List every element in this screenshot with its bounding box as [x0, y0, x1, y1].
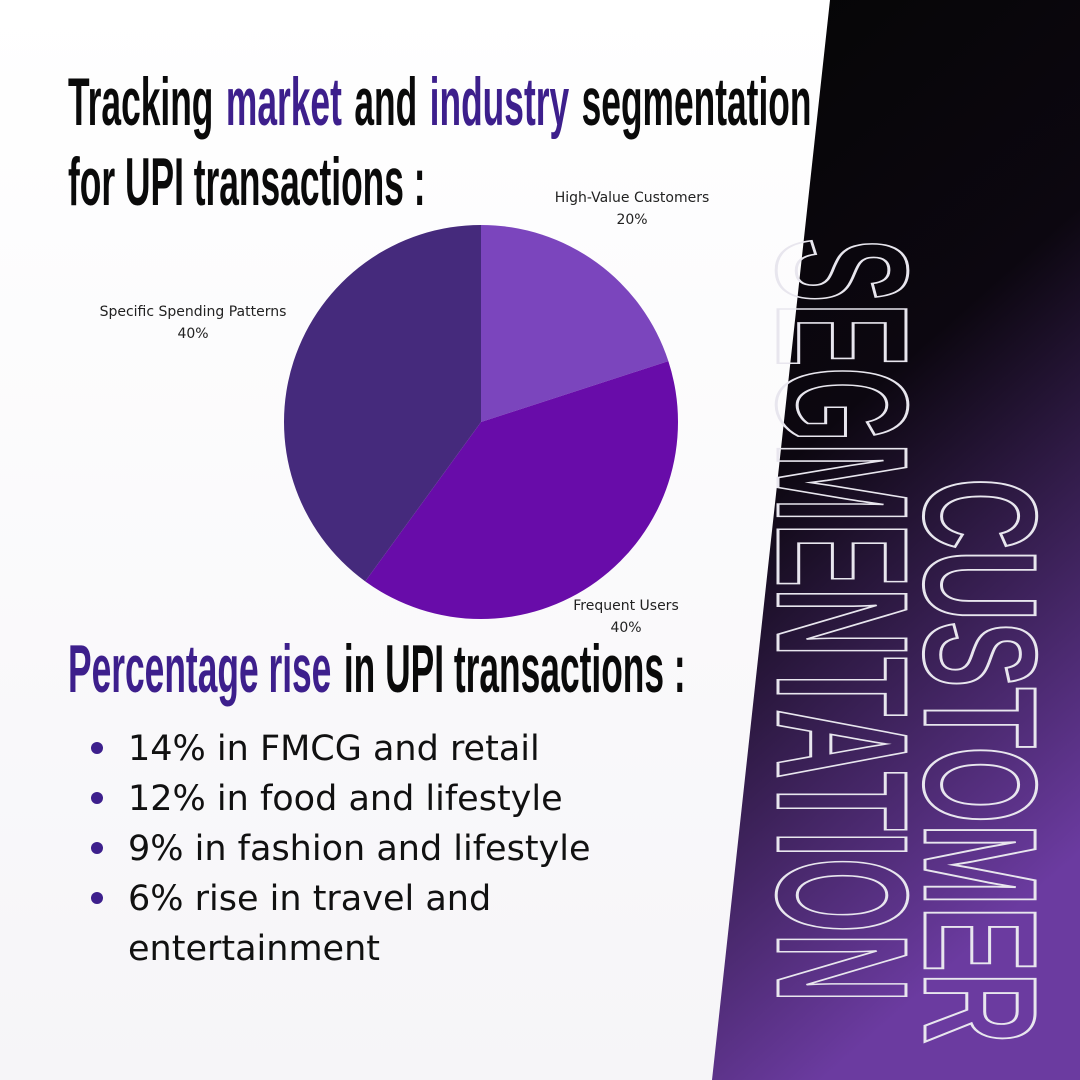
- headline-line: for UPI transactions :: [68, 145, 426, 220]
- headline-word: market: [226, 65, 342, 140]
- bullet-dot: [91, 742, 103, 754]
- headline-text: for UPI transactions :: [68, 145, 426, 220]
- side-word: SEGMENTATION: [737, 237, 946, 1004]
- slice-value-label: 20%: [616, 212, 647, 228]
- side-word-text: CUSTOMER: [890, 478, 1069, 1044]
- pie-chart: High-Value Customers 20% Frequent Users 40%…: [100, 190, 710, 636]
- pie-slice: [365, 361, 679, 619]
- subheading-text: Percentage rise in UPI transactions :: [68, 632, 686, 707]
- slice-label: High-Value Customers: [555, 190, 710, 206]
- subheading-line: Percentage rise in UPI transactions :: [68, 632, 686, 707]
- side-word: CUSTOMER: [889, 477, 1070, 1045]
- headline-word: and: [354, 65, 417, 140]
- slice-value-label: 40%: [610, 620, 641, 636]
- bullet-text: 6% rise in travel and: [128, 879, 491, 919]
- headline: Tracking market and industry segmentationfor…: [68, 65, 811, 220]
- side-panel: [712, 0, 1080, 1080]
- slice-label: Frequent Users: [573, 598, 679, 614]
- bullet-text: 9% in fashion and lifestyle: [128, 829, 591, 869]
- subheading: Percentage rise in UPI transactions :: [68, 632, 686, 707]
- bullet-dot: [91, 792, 103, 804]
- subheading-rest: in UPI transactions :: [344, 632, 686, 707]
- pie-slice: [283, 225, 481, 582]
- bullet-list: 14% in FMCG and retail 12% in food and li…: [91, 729, 591, 969]
- headline-word: industry: [430, 65, 569, 140]
- slice-value-label: 40%: [177, 326, 208, 342]
- bullet-dot: [91, 842, 103, 854]
- headline-word: Tracking: [68, 65, 213, 140]
- side-word-text: SEGMENTATION: [738, 238, 945, 1003]
- bullet-text: entertainment: [128, 929, 380, 969]
- headline-word: segmentation: [582, 65, 812, 140]
- bullet-dot: [91, 892, 103, 904]
- bullet-text: 14% in FMCG and retail: [128, 729, 540, 769]
- headline-text: Tracking market and industry segmentation: [68, 65, 811, 140]
- bullet-text: 12% in food and lifestyle: [128, 779, 563, 819]
- slice-label: Specific Spending Patterns: [100, 304, 287, 320]
- pie-slice: [481, 225, 669, 422]
- headline-line: Tracking market and industry segmentation: [68, 65, 811, 140]
- subheading-accent: Percentage rise: [68, 632, 331, 707]
